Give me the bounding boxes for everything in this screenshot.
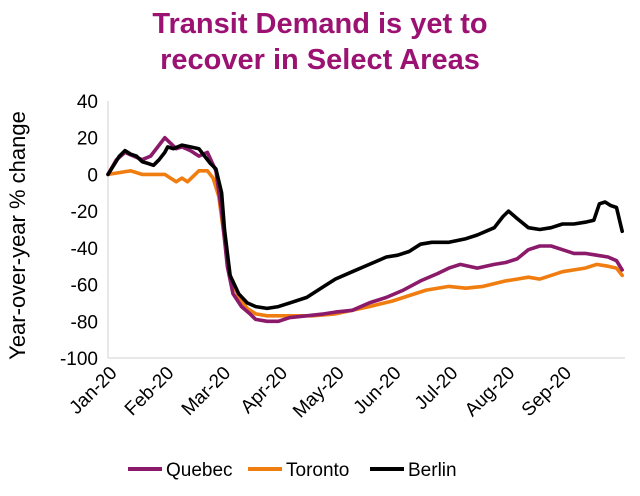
y-tick-label: -80	[71, 312, 98, 333]
series-line-berlin	[106, 143, 624, 311]
x-tick-label: Sep-20	[518, 363, 576, 421]
chart-title-line-2: recover in Select Areas	[160, 44, 480, 76]
x-tick-label: May-20	[289, 363, 349, 423]
x-tick-label: Apr-20	[237, 363, 292, 418]
y-tick-label: 40	[77, 92, 98, 113]
y-tick-label: 0	[87, 165, 98, 186]
x-tick-label: Jun-20	[350, 363, 406, 419]
y-tick-label: -100	[60, 349, 98, 370]
x-tick-label: Jan-20	[66, 363, 122, 419]
x-tick-label: Aug-20	[461, 363, 519, 421]
chart-title-line-1: Transit Demand is yet to	[152, 8, 488, 40]
x-tick-label: Jul-20	[411, 363, 462, 414]
chart-title: Transit Demand is yet to recover in Sele…	[0, 6, 640, 78]
legend-label-berlin: Berlin	[408, 460, 457, 481]
y-tick-label: 20	[77, 129, 98, 150]
series-line-quebec	[106, 135, 624, 324]
series-line-toronto	[106, 169, 624, 318]
x-tick-label: Mar-20	[178, 363, 235, 420]
legend-label-quebec: Quebec	[166, 460, 233, 481]
legend-label-toronto: Toronto	[286, 460, 349, 481]
y-tick-label: -40	[71, 239, 98, 260]
y-tick-label: -60	[71, 276, 98, 297]
y-axis-label: Year-over-year % change	[5, 111, 30, 360]
y-tick-label: -20	[71, 202, 98, 223]
x-tick-label: Feb-20	[121, 363, 178, 420]
